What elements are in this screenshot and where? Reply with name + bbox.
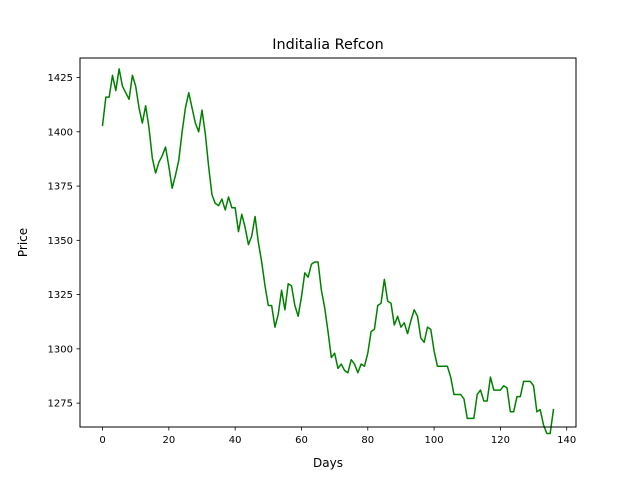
x-tick-label: 60 <box>295 435 308 446</box>
y-axis-ticks: 1275 1300 1325 1350 1375 1400 1425 <box>48 73 80 410</box>
plot-area-frame <box>79 57 577 428</box>
y-tick-label: 1400 <box>48 127 73 138</box>
x-tick-label: 40 <box>229 435 242 446</box>
chart-title: Inditalia Refcon <box>272 37 383 53</box>
x-tick-label: 100 <box>425 435 444 446</box>
y-tick-label: 1375 <box>48 182 73 193</box>
y-tick-label: 1325 <box>48 290 73 301</box>
y-tick-label: 1300 <box>48 344 73 355</box>
x-tick-label: 140 <box>557 435 576 446</box>
y-tick-label: 1350 <box>48 236 73 247</box>
x-axis-ticks: 0 20 40 60 80 100 120 140 <box>99 427 576 446</box>
y-axis-label: Price <box>16 228 30 257</box>
y-tick-label: 1425 <box>48 73 73 84</box>
price-series-line <box>101 68 555 435</box>
x-tick-label: 120 <box>491 435 510 446</box>
x-tick-label: 0 <box>99 435 105 446</box>
x-tick-label: 20 <box>162 435 175 446</box>
y-tick-label: 1275 <box>48 399 73 410</box>
series-layer <box>101 68 555 435</box>
x-tick-label: 80 <box>361 435 374 446</box>
x-axis-label: Days <box>313 456 343 470</box>
